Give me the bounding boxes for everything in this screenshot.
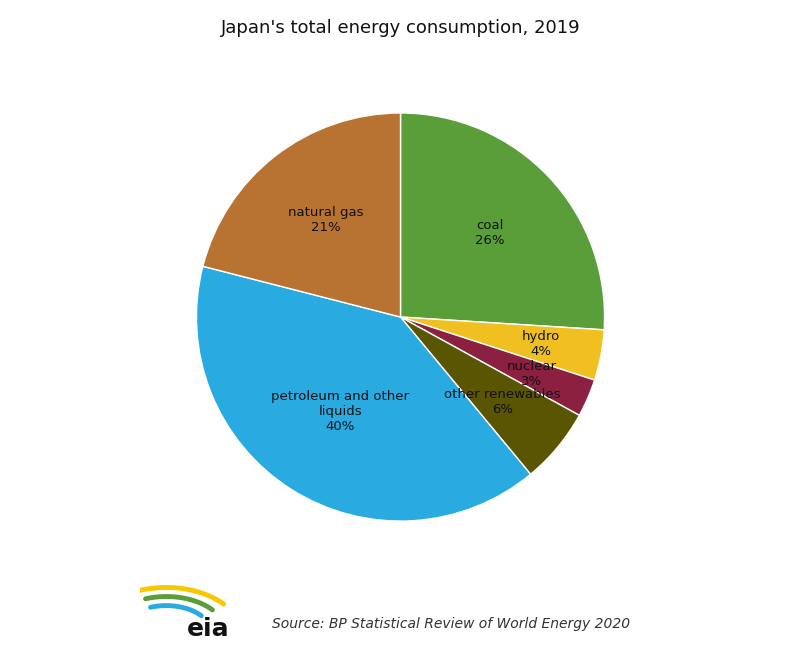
Wedge shape	[203, 113, 400, 317]
Text: coal
26%: coal 26%	[475, 219, 505, 247]
Text: hydro
4%: hydro 4%	[521, 330, 560, 358]
Text: Japan's total energy consumption, 2019: Japan's total energy consumption, 2019	[221, 19, 580, 38]
Text: petroleum and other
liquids
40%: petroleum and other liquids 40%	[272, 390, 409, 433]
Text: other renewables
6%: other renewables 6%	[445, 388, 561, 415]
Wedge shape	[400, 317, 604, 380]
Text: nuclear
3%: nuclear 3%	[506, 360, 557, 388]
Wedge shape	[400, 317, 594, 415]
Wedge shape	[400, 317, 579, 474]
Text: Source: BP Statistical Review of World Energy 2020: Source: BP Statistical Review of World E…	[272, 617, 630, 631]
Wedge shape	[400, 113, 605, 330]
Wedge shape	[196, 267, 530, 521]
Text: eia: eia	[187, 617, 229, 641]
Text: natural gas
21%: natural gas 21%	[288, 206, 363, 234]
